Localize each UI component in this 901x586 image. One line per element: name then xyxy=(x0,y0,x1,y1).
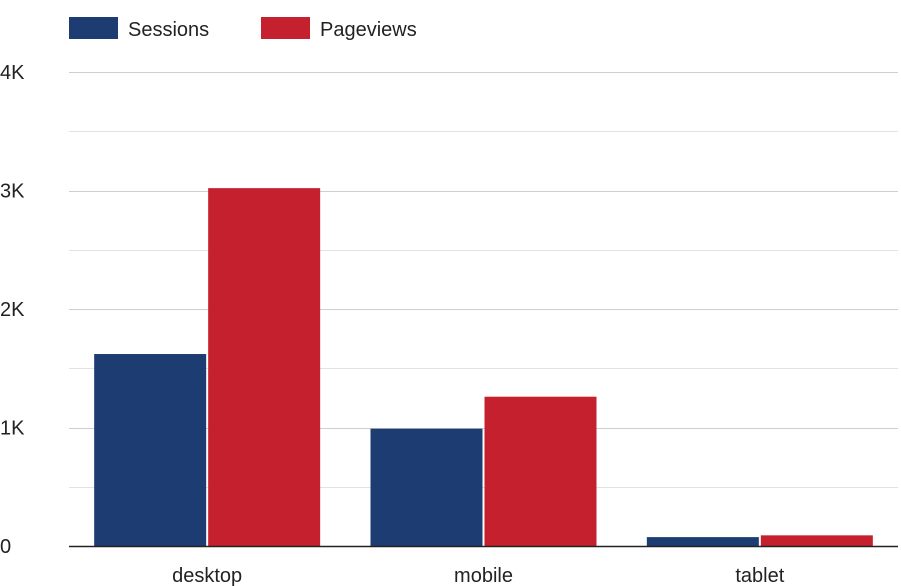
x-axis: desktop mobile tablet xyxy=(69,545,898,586)
chart-bars xyxy=(94,188,873,546)
y-tick-label: 3K xyxy=(0,181,25,203)
bar-pageviews-desktop xyxy=(208,188,321,546)
x-tick-label-tablet: tablet xyxy=(735,565,784,586)
y-tick-label: 2K xyxy=(0,299,25,321)
y-tick-label: 0 xyxy=(0,536,11,558)
legend-swatch-pageviews xyxy=(261,17,310,39)
chart-grid xyxy=(69,72,898,488)
bar-pageviews-mobile xyxy=(484,396,597,546)
legend-label-pageviews: Pageviews xyxy=(320,19,417,41)
legend-label-sessions: Sessions xyxy=(128,19,209,41)
bar-sessions-mobile xyxy=(370,428,483,546)
legend-swatch-sessions xyxy=(69,17,118,39)
chart-legend: Sessions Pageviews xyxy=(69,17,417,41)
y-axis: 0 1K 2K 3K 4K xyxy=(0,62,25,558)
bar-sessions-tablet xyxy=(646,537,759,546)
y-tick-label: 1K xyxy=(0,418,25,440)
y-tick-label: 4K xyxy=(0,62,25,84)
x-tick-label-desktop: desktop xyxy=(172,565,242,586)
x-tick-label-mobile: mobile xyxy=(454,565,513,586)
bar-sessions-desktop xyxy=(94,354,207,546)
bar-pageviews-tablet xyxy=(760,535,873,546)
